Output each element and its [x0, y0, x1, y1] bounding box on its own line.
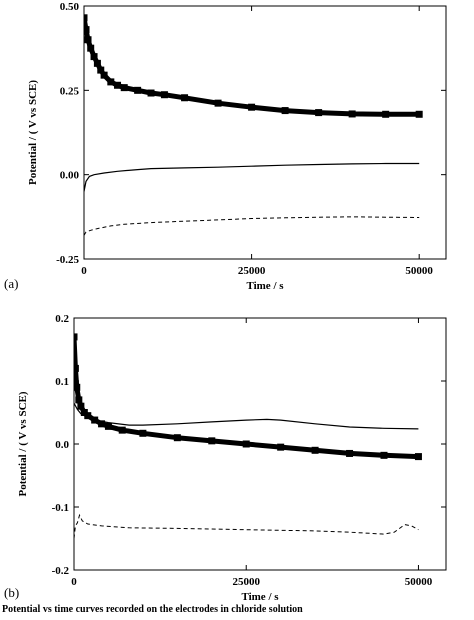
data-point: [139, 429, 147, 437]
data-point: [90, 53, 98, 61]
data-point: [93, 59, 101, 67]
series-line: [74, 402, 419, 430]
data-point: [147, 89, 155, 97]
data-point: [380, 451, 388, 459]
series-3-dashed: [74, 513, 419, 539]
data-point: [346, 449, 354, 457]
data-point: [315, 109, 323, 117]
data-point: [214, 99, 222, 107]
data-point: [75, 396, 83, 404]
x-tick-label: 50000: [405, 576, 433, 588]
panel-label: (b): [4, 585, 19, 600]
y-tick-label: 0.00: [60, 170, 80, 182]
data-point: [242, 440, 250, 448]
data-point: [248, 103, 256, 111]
chart-panel-1: 0 25000 50000 -0.25 0.00 0.25 0.50 Time / s Pote…: [4, 1, 447, 292]
data-point: [74, 383, 81, 391]
data-point: [84, 26, 90, 34]
data-point: [415, 110, 423, 118]
data-point: [173, 434, 181, 442]
series-1-thick-square-markers: [84, 14, 423, 118]
y-tick-label: 0.50: [60, 1, 80, 13]
data-point: [118, 426, 126, 434]
data-point: [208, 437, 216, 445]
data-point: [107, 78, 115, 86]
series-line: [74, 336, 419, 460]
data-point: [181, 94, 189, 102]
data-point: [160, 91, 168, 99]
x-tick-label: 25000: [238, 265, 266, 277]
plot-frame: [83, 5, 447, 260]
x-tick-label: 0: [71, 576, 77, 588]
y-axis-label: Potential / ( V vs SCE): [27, 80, 39, 185]
panel-label: (a): [4, 276, 18, 291]
series-line: [84, 162, 420, 192]
data-point: [281, 107, 289, 115]
y-tick-label: 0.25: [60, 85, 80, 97]
series-line: [84, 216, 420, 236]
data-point: [74, 333, 78, 341]
data-point: [84, 14, 88, 22]
series-2-thin-solid: [84, 162, 420, 192]
data-point: [100, 71, 108, 79]
chart-panel-2: 0 25000 50000 -0.2 -0.1 0.0 0.1 0.2 Time / s Pote…: [4, 313, 447, 600]
x-axis-label: Time / s: [246, 280, 284, 292]
series-1-thick-square-markers: [74, 333, 422, 461]
data-point: [120, 84, 128, 92]
data-point: [87, 44, 95, 52]
data-point: [104, 422, 112, 430]
y-tick-label: -0.1: [52, 502, 69, 514]
data-point: [348, 110, 356, 118]
y-axis-label: Potential / ( V vs SCE): [17, 391, 29, 496]
y-tick-label: 0.2: [55, 313, 69, 325]
data-point: [114, 81, 122, 89]
series-line: [74, 513, 419, 539]
y-tick-label: -0.25: [56, 254, 79, 266]
data-point: [414, 453, 422, 461]
x-axis-label: Time / s: [241, 591, 279, 600]
y-tick-label: 0.0: [55, 439, 69, 451]
data-point: [84, 412, 92, 420]
data-point: [134, 86, 142, 94]
data-point: [311, 446, 319, 454]
data-point: [382, 110, 390, 118]
figure-caption-fragment: Potential vs time curves recorded on the…: [2, 604, 303, 615]
series-2-thin-solid: [74, 402, 419, 430]
x-tick-label: 25000: [232, 576, 260, 588]
y-tick-label: 0.1: [55, 376, 69, 388]
series-line: [84, 17, 420, 117]
x-tick-label: 50000: [405, 265, 433, 277]
data-point: [74, 364, 79, 372]
x-tick-label: 0: [81, 265, 87, 277]
data-point: [98, 420, 106, 428]
y-tick-label: -0.2: [52, 565, 70, 577]
series-3-dashed: [84, 216, 420, 236]
data-point: [277, 443, 285, 451]
data-point: [77, 402, 85, 410]
data-point: [84, 36, 92, 44]
data-point: [97, 66, 105, 74]
